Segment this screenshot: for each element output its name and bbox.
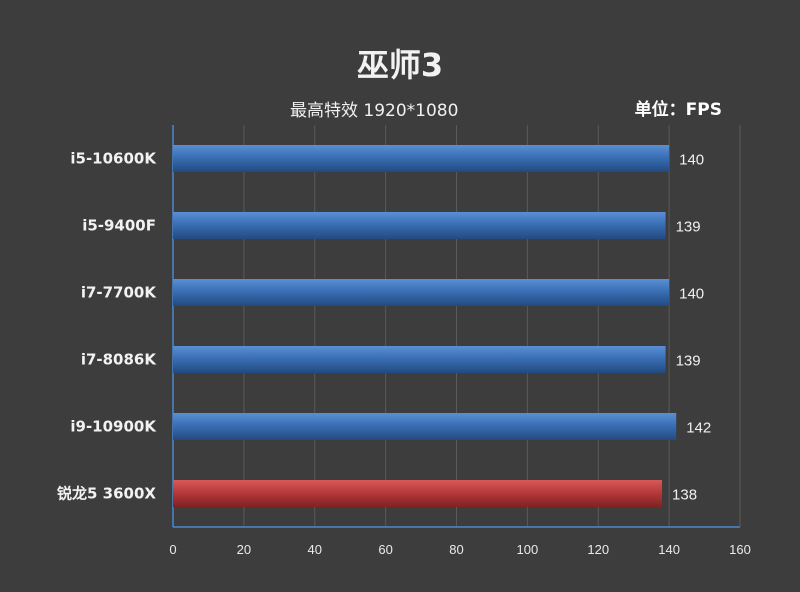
data-label: 139 [676, 353, 701, 370]
x-tick-label: 20 [237, 542, 251, 557]
bar [173, 145, 670, 172]
x-tick-label: 100 [517, 542, 539, 557]
x-tick-label: 160 [729, 542, 751, 557]
x-tick-label: 140 [658, 542, 680, 557]
x-tick-label: 40 [308, 542, 322, 557]
data-label: 139 [676, 219, 701, 236]
data-label: 142 [686, 420, 711, 437]
bar [173, 480, 663, 507]
data-label: 140 [679, 152, 704, 169]
bar [173, 279, 670, 306]
category-label: i5-9400F [82, 217, 156, 235]
grid-layer [172, 125, 741, 528]
data-label: 140 [679, 286, 704, 303]
unit-label: 单位：FPS [634, 100, 722, 120]
chart-subtitle: 最高特效 1920*1080 [290, 101, 459, 121]
bar [173, 346, 666, 373]
bar [173, 413, 677, 440]
data-label: 138 [672, 487, 697, 504]
bar [173, 212, 666, 239]
category-label: 锐龙5 3600X [57, 485, 156, 503]
labels-layer: 0 20 40 60 80 100 120 140 160 i5-10600K 140 i5-9400… [57, 150, 751, 558]
category-label: i7-7700K [81, 284, 158, 302]
x-tick-label: 80 [449, 542, 463, 557]
x-tick-label: 120 [587, 542, 609, 557]
x-tick-label: 60 [378, 542, 392, 557]
category-label: i5-10600K [70, 150, 157, 168]
chart-title: 巫师3 [356, 46, 444, 84]
category-label: i9-10900K [70, 418, 157, 436]
x-tick-label: 0 [169, 542, 176, 557]
bars-layer [173, 145, 677, 507]
category-label: i7-8086K [81, 351, 158, 369]
